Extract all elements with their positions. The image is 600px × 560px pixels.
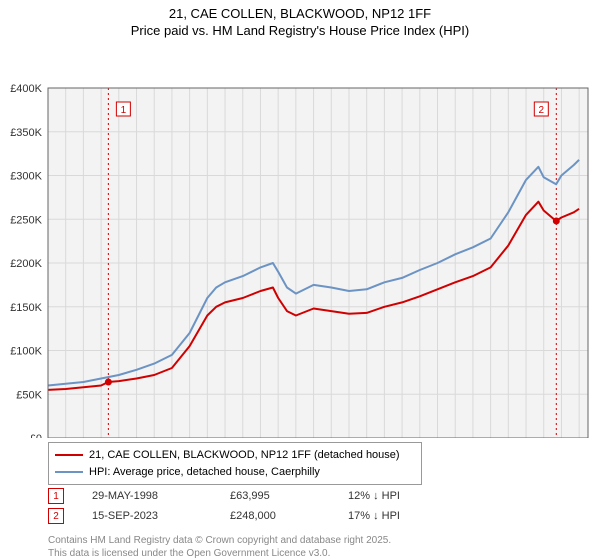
legend-label: HPI: Average price, detached house, Caer… (89, 464, 320, 481)
price-chart: £0 £50K £100K £150K £200K £250K £300K £350K £400… (0, 40, 600, 438)
legend-swatch (55, 471, 83, 473)
title-address: 21, CAE COLLEN, BLACKWOOD, NP12 1FF (0, 6, 600, 23)
sale-marker: 2 (48, 508, 64, 524)
sale-row: 1 29-MAY-1998 £63,995 12% ↓ HPI (48, 486, 400, 506)
sale-price: £63,995 (230, 490, 320, 502)
copyright-line1: Contains HM Land Registry data © Crown c… (48, 534, 391, 547)
svg-text:2: 2 (539, 105, 545, 116)
sale-delta: 12% ↓ HPI (348, 490, 400, 502)
legend-item: 21, CAE COLLEN, BLACKWOOD, NP12 1FF (det… (55, 447, 415, 464)
svg-text:£50K: £50K (16, 389, 42, 401)
svg-text:£150K: £150K (10, 302, 42, 314)
sale-delta: 17% ↓ HPI (348, 510, 400, 522)
sale-date: 15-SEP-2023 (92, 510, 202, 522)
svg-text:1: 1 (121, 105, 127, 116)
svg-text:£100K: £100K (10, 345, 42, 357)
svg-text:£200K: £200K (10, 258, 42, 270)
svg-text:£0: £0 (30, 433, 42, 438)
legend-item: HPI: Average price, detached house, Caer… (55, 464, 415, 481)
sales-table: 1 29-MAY-1998 £63,995 12% ↓ HPI 2 15-SEP-2023… (48, 486, 400, 526)
sale-date: 29-MAY-1998 (92, 490, 202, 502)
svg-text:£300K: £300K (10, 170, 42, 182)
legend: 21, CAE COLLEN, BLACKWOOD, NP12 1FF (det… (48, 442, 422, 485)
svg-text:£400K: £400K (10, 83, 42, 95)
svg-text:£250K: £250K (10, 214, 42, 226)
copyright: Contains HM Land Registry data © Crown c… (48, 534, 391, 560)
legend-swatch (55, 454, 83, 456)
sale-row: 2 15-SEP-2023 £248,000 17% ↓ HPI (48, 506, 400, 526)
sale-marker: 1 (48, 488, 64, 504)
svg-text:£350K: £350K (10, 127, 42, 139)
title-subtitle: Price paid vs. HM Land Registry's House … (0, 23, 600, 40)
copyright-line2: This data is licensed under the Open Gov… (48, 547, 391, 560)
chart-container: 21, CAE COLLEN, BLACKWOOD, NP12 1FF Pric… (0, 0, 600, 560)
legend-label: 21, CAE COLLEN, BLACKWOOD, NP12 1FF (det… (89, 447, 400, 464)
sale-price: £248,000 (230, 510, 320, 522)
chart-titles: 21, CAE COLLEN, BLACKWOOD, NP12 1FF Pric… (0, 0, 600, 40)
